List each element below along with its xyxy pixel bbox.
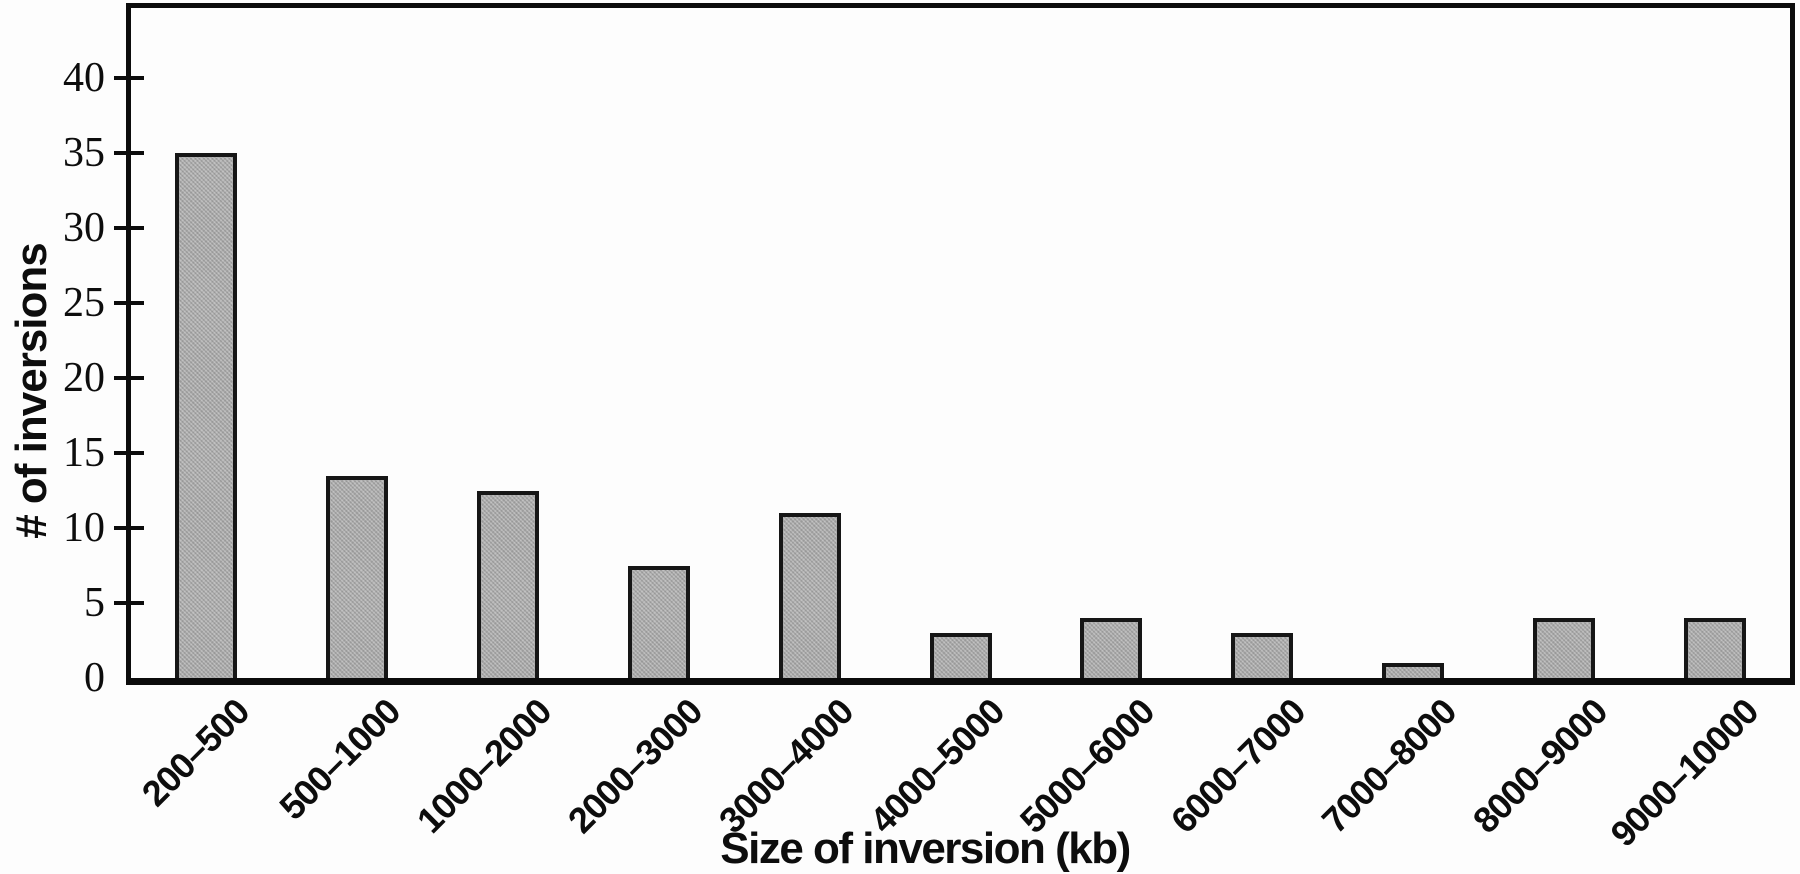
y-tick-label: 20 [63, 355, 105, 402]
bar-8000–9000 [1533, 618, 1595, 678]
y-tick-label: 25 [63, 280, 105, 327]
y-tick-label: 0 [84, 655, 105, 701]
y-tick-label: 40 [63, 55, 105, 102]
x-tick-label: 200–500 [133, 690, 257, 815]
y-tick-label: 15 [63, 430, 105, 477]
bar-1000–2000 [477, 491, 539, 678]
bar-3000–4000 [779, 513, 841, 678]
x-tick-label: 9000–10000 [1602, 690, 1766, 855]
x-tick-label: 6000–7000 [1162, 690, 1313, 841]
y-tick-mark [114, 526, 144, 531]
x-axis-title: Size of inversion (kb) [720, 824, 1131, 873]
x-tick-label: 5000–6000 [1011, 690, 1162, 841]
x-tick-label: 8000–9000 [1464, 690, 1615, 841]
y-tick-mark [114, 451, 144, 456]
y-tick-mark [114, 226, 144, 231]
y-tick-mark [114, 601, 144, 606]
bar-6000–7000 [1231, 633, 1293, 678]
y-tick-label: 10 [63, 505, 105, 552]
bar-5000–6000 [1080, 618, 1142, 678]
x-tick-label: 7000–8000 [1313, 690, 1464, 841]
x-tick-label: 3000–4000 [710, 690, 861, 841]
bar-9000–10000 [1684, 618, 1746, 678]
x-tick-label: 2000–3000 [559, 690, 710, 841]
bar-7000–8000 [1382, 663, 1444, 678]
x-tick-label: 500–1000 [271, 690, 408, 828]
x-tick-label: 1000–2000 [408, 690, 559, 841]
bar-4000–5000 [930, 633, 992, 678]
bar-200–500 [175, 153, 237, 678]
x-tick-label: 4000–5000 [861, 690, 1012, 841]
bar-500–1000 [326, 476, 388, 678]
bar-2000–3000 [628, 566, 690, 678]
plot-area: 0 5 10 15 20 25 30 35 40 200–500 500–1000 1000–2000… [63, 3, 1795, 854]
y-tick-mark [114, 301, 144, 306]
y-tick-label: 35 [63, 130, 105, 177]
y-tick-label: 5 [84, 580, 105, 627]
y-tick-mark [114, 151, 144, 156]
y-tick-mark [114, 376, 144, 381]
y-tick-mark [114, 76, 144, 81]
y-tick-label: 30 [63, 205, 105, 252]
